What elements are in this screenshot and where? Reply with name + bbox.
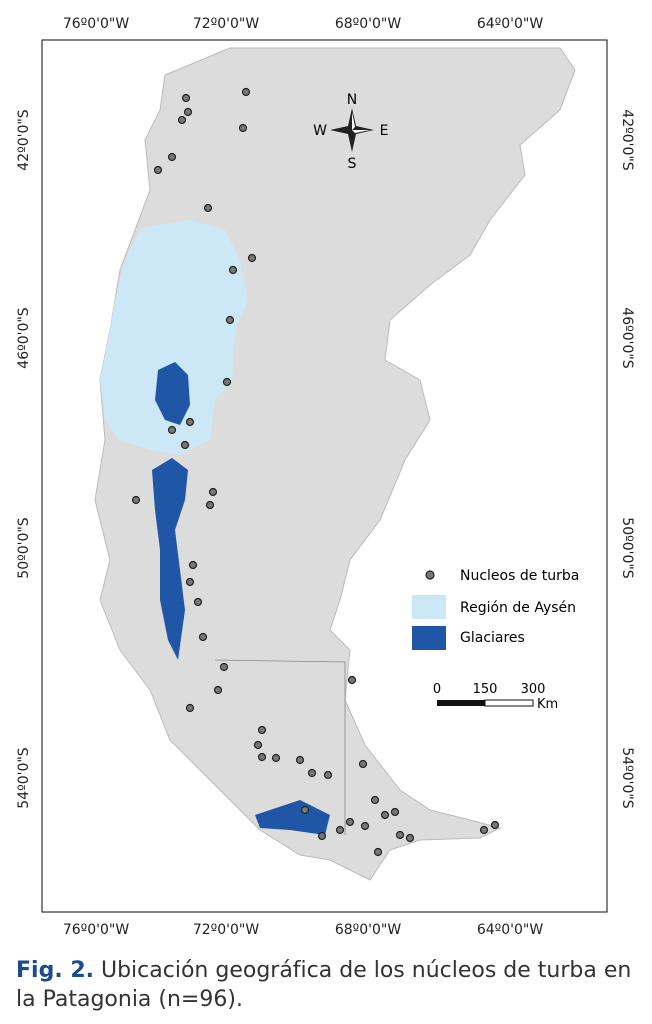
left-label: 46º0'0"S [16,307,32,369]
scale-bar [484,699,534,707]
scale-label: 0 [433,682,441,697]
bottom-label: 68º0'0"W [335,922,402,938]
left-label: 50º0'0"S [16,517,32,579]
glacier [255,800,330,835]
border [214,659,346,835]
top-label: 64º0'0"W [477,16,544,32]
legend-label: Glaciares [460,630,525,646]
compass-e: E [380,123,389,139]
right-label: 50º0'0"S [619,517,635,579]
legend-label: Nucleos de turba [460,568,579,584]
bottom-label: 76º0'0"W [63,922,130,938]
legend-label: Región de Aysén [460,600,576,616]
left-label: 54º0'0"S [16,747,32,809]
compass-rose [330,108,374,152]
bottom-label: 72º0'0"W [193,922,260,938]
legend-swatch [412,626,446,650]
right-label: 42º0'0"S [619,109,635,171]
compass-s: S [348,156,357,172]
caption-text: Ubicación geográfica de los núcleos de t… [16,958,632,1012]
top-label: 76º0'0"W [63,16,130,32]
top-label: 72º0'0"W [193,16,260,32]
scale-label: 150 [473,682,498,697]
left-label: 42º0'0"S [16,109,32,171]
legend-swatch [412,595,446,619]
legend-dot [425,570,435,580]
compass-n: N [347,92,357,108]
map: N W E S Nucleos de turba Región de Aysén… [16,16,635,938]
peat-cores [131,87,500,857]
right-label: 46º0'0"S [619,307,635,369]
compass-w: W [313,123,327,139]
scale-label: 300 [521,682,546,697]
glacier [155,362,190,425]
scale-unit: Km [537,697,558,712]
aysen-region [100,220,248,455]
right-label: 54º0'0"S [619,747,635,809]
bottom-label: 64º0'0"W [477,922,544,938]
scale-bar [437,700,485,706]
top-label: 68º0'0"W [335,16,402,32]
caption-label: Fig. 2. [16,958,94,983]
caption: Fig. 2. Ubicación geográfica de los núcl… [16,956,646,1014]
glacier [152,458,188,660]
